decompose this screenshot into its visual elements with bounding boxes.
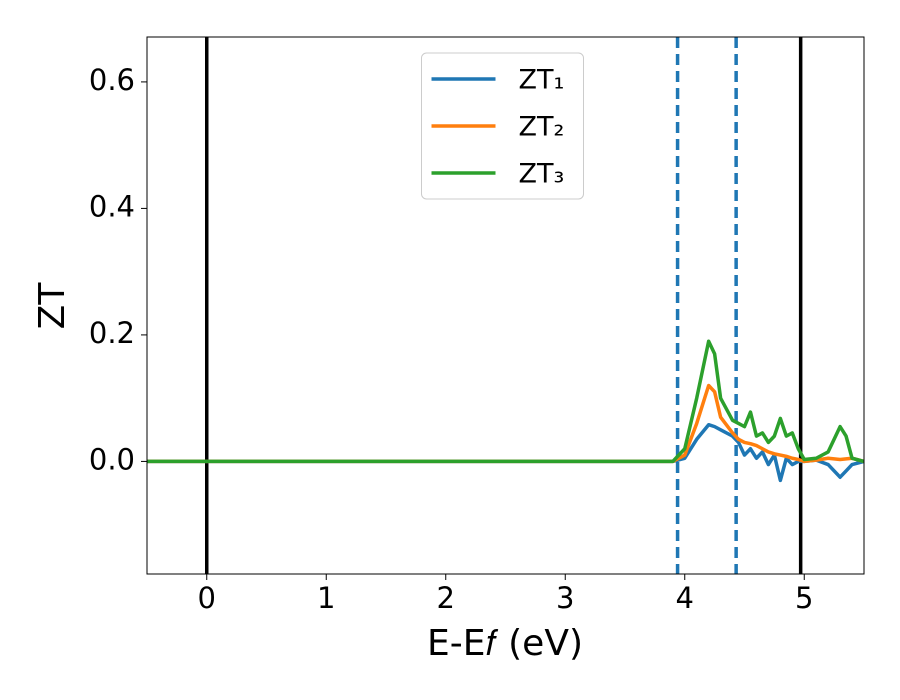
x-tick-label: 3 <box>556 581 574 615</box>
x-tick-label: 1 <box>317 581 335 615</box>
legend-label: ZT₃ <box>519 159 565 190</box>
x-tick-label: 4 <box>676 581 694 615</box>
y-tick-label: 0.0 <box>89 442 135 476</box>
x-axis-label: E-E𝑓 (eV) <box>427 623 583 664</box>
legend-label: ZT₁ <box>519 65 565 96</box>
plot-frame <box>146 36 865 575</box>
x-tick-label: 2 <box>437 581 455 615</box>
legend-box <box>421 52 584 200</box>
series-line <box>147 422 864 483</box>
series-line <box>147 383 864 464</box>
y-tick-label: 0.6 <box>89 63 135 97</box>
x-tick-label: 0 <box>198 581 216 615</box>
series-line <box>147 339 864 464</box>
x-tick-label: 5 <box>795 581 813 615</box>
y-tick-label: 0.4 <box>89 189 135 223</box>
y-tick-label: 0.2 <box>89 316 135 350</box>
y-axis-label: ZT <box>32 282 73 330</box>
legend-label: ZT₂ <box>519 112 565 143</box>
